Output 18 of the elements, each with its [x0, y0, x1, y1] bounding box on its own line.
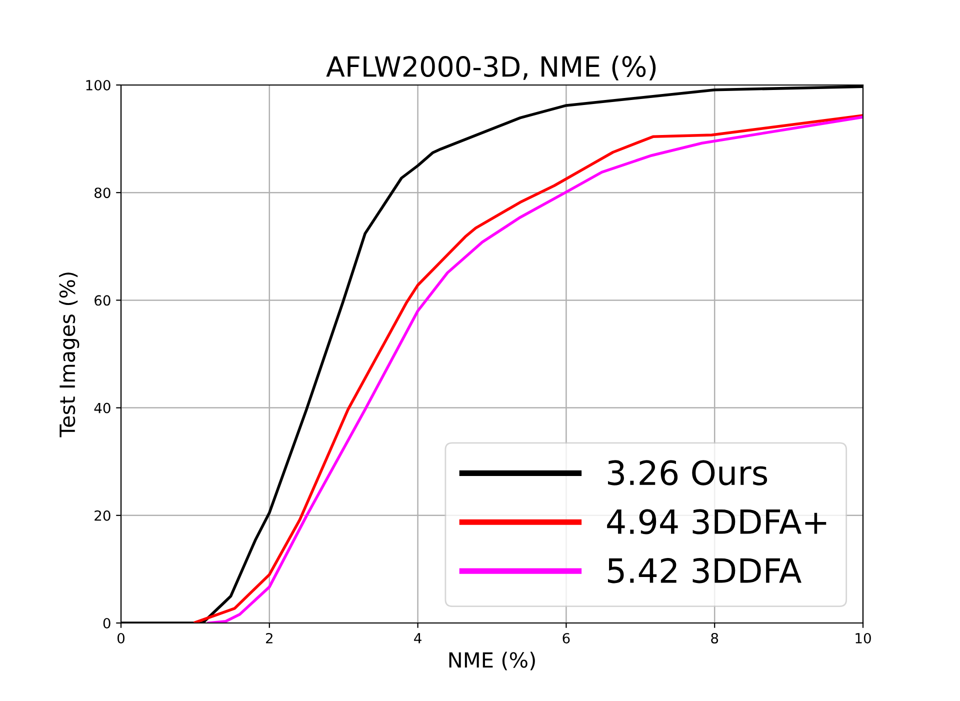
x-axis-title: NME (%) [449, 652, 535, 670]
y-tick-label: 60 [94, 295, 110, 306]
y-tick-label: 80 [94, 188, 110, 198]
x-tick-label: 0 [117, 632, 124, 644]
x-tick-label: 8 [711, 632, 718, 644]
legend-label: 5.42 3DDFA [608, 558, 802, 584]
chart-title: AFLW2000-3D, NME (%) [326, 56, 656, 80]
y-tick-label: 40 [94, 402, 110, 414]
x-tick-label: 2 [266, 632, 272, 644]
x-tick-label: 10 [856, 632, 871, 644]
legend-label: 4.94 3DDFA+ [607, 509, 826, 534]
y-tick-label: 100 [86, 80, 110, 90]
legend-label: 3.26 Ours [608, 460, 768, 486]
x-tick-label: 6 [562, 632, 570, 644]
y-axis-title: Test Images (%) [59, 272, 80, 438]
y-tick-label: 20 [94, 510, 110, 521]
x-tick-label: 4 [414, 633, 422, 644]
y-tick-label: 0 [103, 618, 110, 628]
